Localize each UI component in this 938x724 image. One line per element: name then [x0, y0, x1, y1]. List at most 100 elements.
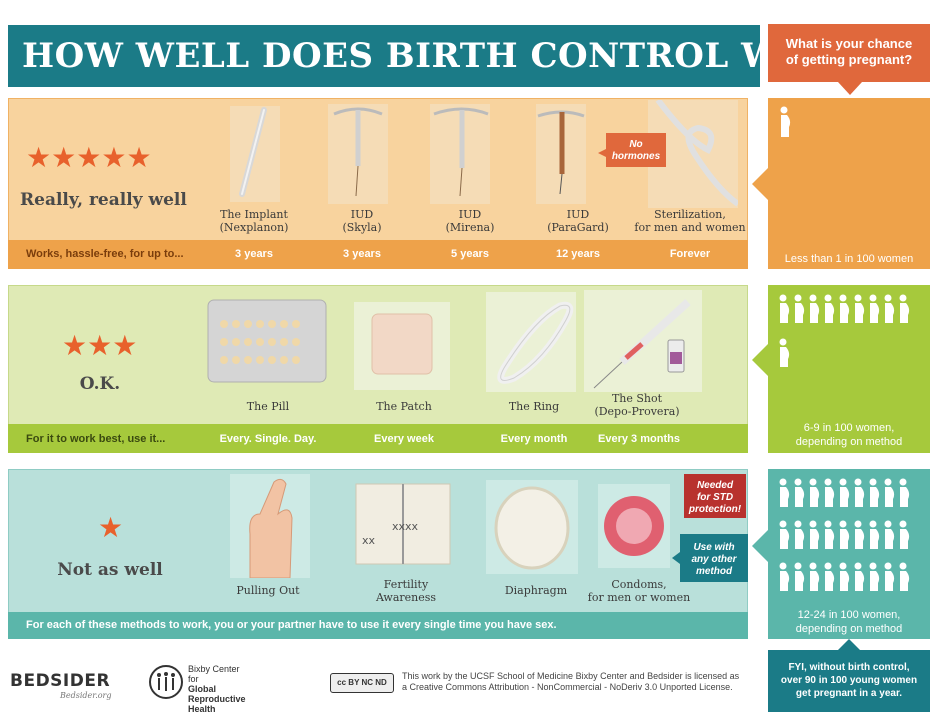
star-icon: ★: [126, 141, 152, 174]
bixby-line: Global: [188, 684, 217, 694]
method-name: Condoms,: [611, 578, 667, 591]
pregnant-woman-icon: [794, 294, 805, 323]
method-name: IUD: [458, 208, 482, 221]
copper-iud-icon: [536, 104, 586, 204]
method-subname: (Skyla): [342, 221, 382, 234]
pregnant-woman-icon: [779, 478, 790, 507]
pregnant-woman-icon: [869, 562, 880, 591]
outcome-arrow-1: [752, 168, 768, 200]
pregnant-woman-icon: [794, 520, 805, 549]
svg-text:xxxx: xxxx: [392, 520, 419, 533]
question-arrow: [838, 82, 862, 95]
question-text: What is your chance of getting pregnant?: [768, 36, 930, 68]
fyi-arrow: [838, 639, 860, 650]
pregnant-woman-icon: [794, 562, 805, 591]
page-title: HOW WELL DOES BIRTH CONTROL WORK?: [22, 36, 890, 76]
method-name: Pulling Out: [236, 584, 300, 597]
pregnant-woman-icon: [884, 478, 895, 507]
pregnant-woman-icon: [869, 520, 880, 549]
callout-line: hormones: [611, 151, 661, 162]
outcome-box-1: [768, 98, 930, 269]
callout-line: Needed: [696, 480, 734, 491]
tier-3-method-images: xx xxxx: [230, 474, 670, 578]
outcome-text-2: 6-9 in 100 women, depending on method: [768, 421, 930, 449]
no-hormones-text: No hormones: [606, 139, 666, 163]
method-name: The Implant: [220, 208, 288, 221]
callout-line: No: [629, 139, 643, 150]
pregnant-woman-icon: [779, 520, 790, 549]
pregnant-woman-icon: [779, 338, 790, 367]
crossed-fingers-icon: [230, 474, 310, 578]
duration-patch: Every week: [374, 433, 434, 445]
pregnant-woman-icon: [824, 294, 835, 323]
outcome-line: depending on method: [795, 623, 903, 635]
star-icon: ★: [76, 141, 102, 174]
method-name: IUD: [566, 208, 590, 221]
pregnant-woman-icon: [854, 562, 865, 591]
pregnant-woman-icon: [869, 478, 880, 507]
pregnant-woman-icon: [779, 562, 790, 591]
pregnant-woman-icon: [839, 294, 850, 323]
fyi-box: [768, 650, 930, 712]
pregnant-woman-icon: [824, 520, 835, 549]
method-subname: (Mirena): [445, 221, 495, 234]
std-callout-text: Needed for STD protection!: [684, 480, 746, 516]
method-label-pill: The Pill: [218, 400, 318, 413]
callout-line: for STD: [696, 492, 734, 503]
method-label-condoms: Condoms, for men or women: [584, 578, 694, 604]
tier-2-bar-text: For it to work best, use it...: [26, 433, 166, 445]
creative-commons-badge[interactable]: cc BY NC ND: [330, 673, 394, 693]
pregnant-woman-icon: [839, 520, 850, 549]
pregnant-woman-icon: [824, 562, 835, 591]
outcome-line: 6-9 in 100 women,: [803, 422, 895, 434]
method-name: The Shot: [611, 392, 663, 405]
star-icon: ★: [87, 329, 113, 362]
callout-line: any other: [691, 554, 737, 565]
outcome-arrow-3: [752, 530, 768, 562]
bedsider-logo[interactable]: BEDSIDER: [10, 671, 111, 691]
tier-1-bar-text: Works, hassle-free, for up to...: [26, 248, 184, 260]
tier-2-bar: [8, 424, 748, 453]
condom-icon: [598, 484, 670, 568]
pregnant-woman-icon: [854, 520, 865, 549]
bixby-line: for: [188, 674, 199, 684]
iud-icon: [328, 104, 388, 204]
method-label-shot: The Shot (Depo-Provera): [582, 392, 692, 418]
callout-line: Use with: [693, 542, 735, 553]
tier-1-bar: [8, 240, 748, 269]
pregnant-woman-icon: [809, 520, 820, 549]
method-subname: (Depo-Provera): [594, 405, 680, 418]
pregnant-woman-icon: [809, 562, 820, 591]
method-label-paragard: IUD (ParaGard): [528, 208, 628, 234]
pregnant-woman-icon: [794, 478, 805, 507]
tier-3-label: Not as well: [57, 560, 163, 580]
star-icon: ★: [101, 141, 127, 174]
bixby-line: Bixby Center: [188, 664, 240, 674]
std-callout: [684, 474, 746, 518]
bedsider-url[interactable]: Bedsider.org: [60, 691, 112, 700]
pregnant-woman-icon: [780, 106, 791, 137]
pregnant-woman-icon: [824, 478, 835, 507]
cc-badge-text: cc BY NC ND: [337, 678, 387, 687]
pregnant-woman-icon: [854, 478, 865, 507]
method-name: Fertility: [383, 578, 429, 591]
tier-2-stars: ★★★: [62, 332, 137, 360]
pregnant-woman-icon: [899, 478, 910, 507]
method-label-implant: The Implant (Nexplanon): [204, 208, 304, 234]
tier-3-bar-text: For each of these methods to work, you o…: [26, 619, 557, 631]
no-hormones-callout: [598, 133, 666, 167]
duration-skyla: 3 years: [343, 248, 381, 260]
method-name: Sterilization,: [654, 208, 726, 221]
method-label-sterilization: Sterilization, for men and women: [634, 208, 746, 234]
method-label-fertility: Fertility Awareness: [356, 578, 456, 604]
method-name: The Patch: [376, 400, 432, 413]
pregnant-woman-icon: [839, 562, 850, 591]
method-name: The Ring: [508, 400, 560, 413]
patch-icon: [354, 302, 450, 390]
star-icon: ★: [51, 141, 77, 174]
method-subname: Awareness: [375, 591, 437, 604]
method-name: The Pill: [246, 400, 290, 413]
pill-pack-icon: [207, 299, 327, 383]
pregnant-woman-icon: [884, 294, 895, 323]
method-name: IUD: [350, 208, 374, 221]
